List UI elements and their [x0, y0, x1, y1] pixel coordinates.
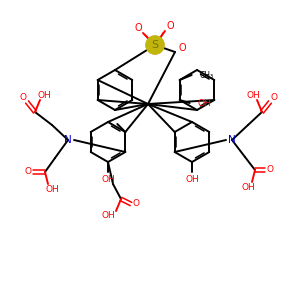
Text: O: O — [134, 23, 142, 33]
Text: N: N — [64, 135, 72, 145]
Text: O: O — [20, 92, 26, 101]
Text: O: O — [166, 21, 174, 31]
Text: OH: OH — [37, 91, 51, 100]
Text: OH: OH — [246, 91, 260, 100]
Circle shape — [146, 36, 164, 54]
Circle shape — [146, 36, 164, 54]
Text: OH: OH — [101, 211, 115, 220]
Text: O: O — [178, 43, 186, 53]
Text: OH: OH — [101, 175, 115, 184]
Text: O: O — [271, 92, 278, 101]
Text: O: O — [266, 166, 274, 175]
Text: OH: OH — [241, 184, 255, 193]
Text: S: S — [152, 40, 159, 50]
Text: O: O — [25, 167, 32, 176]
Text: OH: OH — [185, 175, 199, 184]
Text: CH₃: CH₃ — [200, 70, 214, 80]
Text: OH: OH — [198, 98, 212, 107]
Text: O: O — [133, 200, 140, 208]
Text: OH: OH — [45, 185, 59, 194]
Text: N: N — [228, 135, 236, 145]
